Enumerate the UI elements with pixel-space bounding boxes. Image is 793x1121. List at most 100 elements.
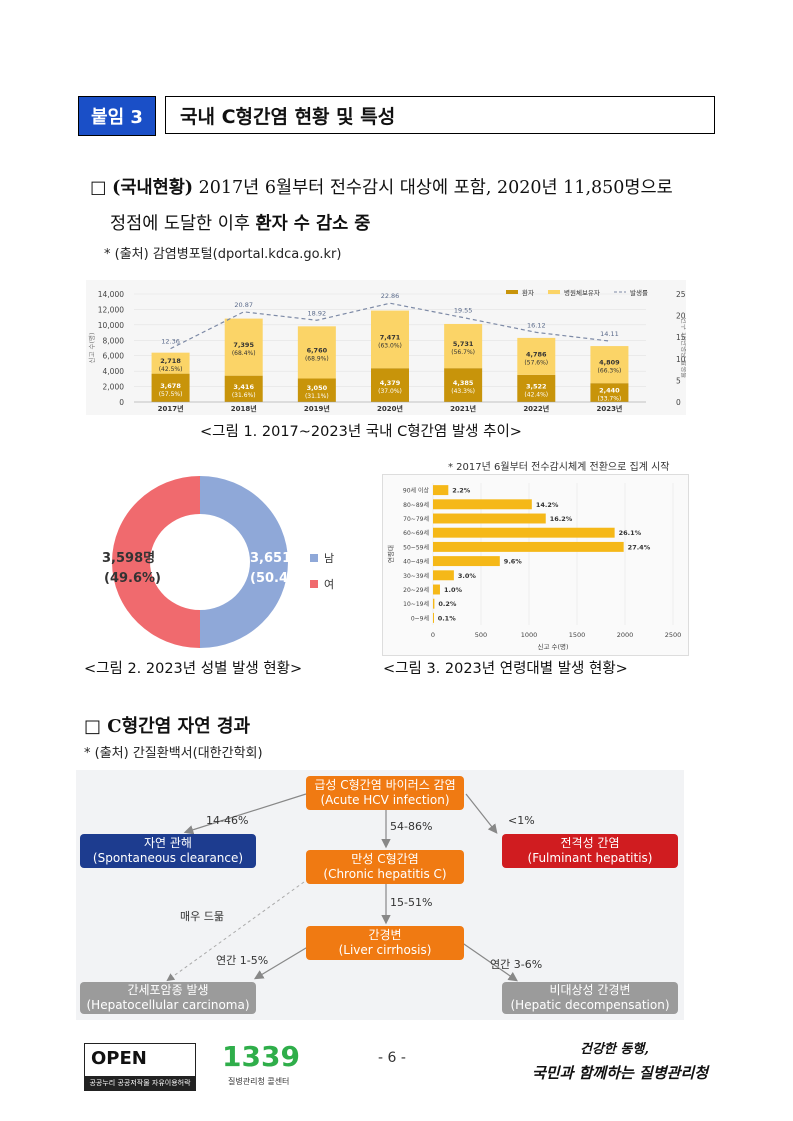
y-right-tick: 15: [676, 333, 686, 342]
section1-line2-bold: 환자 수 감소 중: [255, 214, 371, 234]
legend-carrier: 병원체보유자: [564, 288, 600, 297]
patient-label: 2,440: [599, 387, 620, 395]
y-tick: 60~69세: [403, 529, 429, 537]
carrier-pct-label: (42.5%): [159, 366, 183, 373]
chronic-box: 만성 C형간염 (Chronic hepatitis C): [306, 850, 464, 884]
x-tick: 2500: [665, 631, 682, 639]
section1-line2: 정점에 도달한 이후 환자 수 감소 중: [110, 210, 370, 235]
legend-rate: 발생률: [630, 288, 648, 297]
chronic-sub: (Chronic hepatitis C): [323, 867, 447, 881]
section2-title: □ C형간염 자연 경과: [84, 716, 251, 737]
age-bar-label: 26.1%: [619, 529, 642, 537]
x-tick: 2000: [617, 631, 634, 639]
attachment-tag: 붙임 3: [78, 96, 156, 136]
legend-male-swatch: [310, 554, 318, 562]
age-bar: [433, 570, 454, 581]
y-tick: 80~89세: [403, 501, 429, 509]
open-sub: 공공누리 공공저작물 자유이용허락: [85, 1076, 195, 1090]
slogan-line1: 건강한 동행,: [580, 1042, 649, 1057]
bar-carrier: [151, 352, 190, 374]
y-left-tick: 14,000: [98, 290, 124, 299]
x-tick: 2023년: [596, 404, 622, 413]
bar-carrier: [590, 346, 629, 384]
label-lt1: <1%: [508, 814, 535, 827]
decomp-label: 비대상성 간경변: [549, 983, 631, 997]
y-tick: 40~49세: [403, 558, 429, 566]
y-tick: 70~79세: [403, 515, 429, 523]
y-tick: 10~19세: [403, 600, 429, 608]
age-bar-label: 3.0%: [458, 572, 477, 580]
open-text: OPEN: [91, 1048, 147, 1069]
kogl-logo: OPEN 공공누리 공공저작물 자유이용허락: [84, 1043, 196, 1091]
section1-line1: □ (국내현황) 2017년 6월부터 전수감시 대상에 포함, 2020년 1…: [90, 174, 673, 199]
section1-keyword: (국내현황): [112, 178, 194, 198]
x-axis-label: 신고 수(명): [537, 642, 568, 651]
y-left-tick: 6,000: [103, 352, 125, 361]
age-bar: [433, 541, 624, 552]
label-1-5: 연간 1-5%: [216, 954, 269, 967]
legend-patient-swatch: [506, 290, 518, 294]
legend-female-swatch: [310, 580, 318, 588]
patient-label: 3,050: [307, 384, 328, 392]
x-tick: 2019년: [304, 404, 330, 413]
patient-pct-label: (43.3%): [451, 388, 475, 395]
section1-source: * (출처) 감염병포털(dportal.kdca.go.kr): [104, 247, 342, 262]
patient-pct-label: (31.6%): [232, 392, 256, 399]
age-bar-label: 16.2%: [550, 515, 573, 523]
female-pct: (49.6%): [104, 571, 161, 586]
x-tick: 2020년: [377, 404, 403, 413]
rate-label: 20.87: [234, 301, 253, 309]
bar-carrier: [444, 323, 483, 369]
y-tick: 0~9세: [411, 614, 429, 622]
patient-label: 3,416: [233, 383, 254, 391]
decomp-box: 비대상성 간경변 (Hepatic decompensation): [502, 982, 678, 1014]
age-bar-label: 14.2%: [536, 501, 559, 509]
y-left-tick: 4,000: [103, 367, 125, 376]
y-left-tick: 8,000: [103, 336, 125, 345]
hcc-sub: (Hepatocellular carcinoma): [86, 998, 250, 1012]
x-tick: 1500: [569, 631, 586, 639]
label-rare: 매우 드묾: [180, 910, 224, 923]
figure2-caption: <그림 2. 2023년 성별 발생 현황>: [84, 661, 303, 677]
cirrhosis-box: 간경변 (Liver cirrhosis): [306, 926, 464, 960]
bar-patient: [297, 378, 336, 402]
section1-text: 2017년 6월부터 전수감시 대상에 포함, 2020년 11,850명으로: [193, 178, 673, 198]
patient-pct-label: (57.5%): [159, 391, 183, 398]
y-left-tick: 0: [119, 398, 124, 407]
x-tick: 1000: [521, 631, 538, 639]
label-3-6: 연간 3-6%: [490, 958, 543, 971]
chronic-label: 만성 C형간염: [351, 852, 419, 866]
decomp-sub: (Hepatic decompensation): [510, 998, 670, 1012]
clearance-sub: (Spontaneous clearance): [92, 851, 244, 865]
rate-label: 12.36: [161, 338, 180, 346]
age-bar: [433, 556, 500, 567]
carrier-pct-label: (68.4%): [232, 350, 256, 357]
age-chart: 0 500 1000 1500 2000 2500 90세 이상 2.2% 80~89세 14.2…: [382, 474, 689, 656]
bar-patient: [444, 368, 483, 402]
bar-patient: [371, 368, 409, 402]
gender-donut-svg: 3,651명 (50.4%) 3,598명 (49.6%) 남 여: [102, 476, 334, 648]
bar-patient: [590, 383, 629, 402]
x-tick: 2022년: [523, 404, 549, 413]
male-count: 3,651명: [250, 550, 303, 566]
section1-line2-text: 정점에 도달한 이후: [110, 214, 256, 234]
rate-label: 18.92: [308, 309, 327, 317]
legend-patient: 환자: [522, 288, 534, 297]
bar-patient: [517, 374, 556, 402]
y-right-tick: 20: [676, 312, 686, 321]
female-slice: [112, 476, 200, 648]
y-tick: 90세 이상: [403, 487, 430, 495]
carrier-label: 4,786: [526, 350, 547, 358]
bar-carrier: [371, 310, 409, 369]
y-left-tick: 12,000: [98, 305, 124, 314]
section2-source: * (출처) 간질환백서(대한간학회): [84, 746, 263, 761]
clearance-box: 자연 관해 (Spontaneous clearance): [80, 834, 256, 868]
patient-pct-label: (33.7%): [598, 396, 622, 403]
y-tick: 20~29세: [403, 586, 429, 594]
age-bar-label: 9.6%: [504, 558, 523, 566]
patient-label: 3,522: [526, 382, 547, 390]
age-bar: [433, 612, 434, 623]
label-14-46: 14-46%: [206, 814, 249, 827]
y-left-tick: 10,000: [98, 321, 124, 330]
y-right-tick: 0: [676, 398, 681, 407]
